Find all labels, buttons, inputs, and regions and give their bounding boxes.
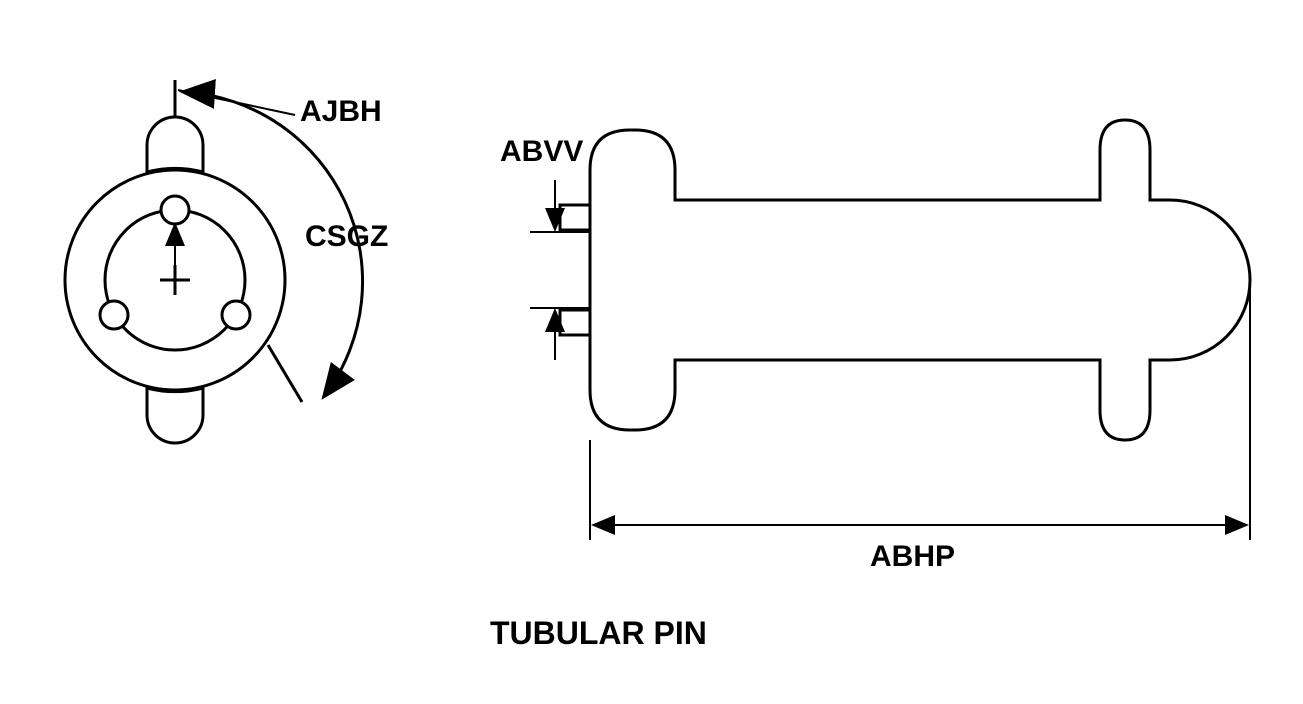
label-ajbh: AJBH xyxy=(300,95,382,129)
label-abvv: ABVV xyxy=(500,135,583,169)
side-view xyxy=(530,120,1250,540)
diagram-container: AJBH CSGZ ABVV ABHP TUBULAR PIN xyxy=(0,0,1303,704)
label-abhp: ABHP xyxy=(870,540,955,574)
diagram-title: TUBULAR PIN xyxy=(490,615,707,652)
label-csgz: CSGZ xyxy=(305,220,388,254)
front-view xyxy=(65,80,363,443)
diagram-svg xyxy=(0,0,1303,704)
